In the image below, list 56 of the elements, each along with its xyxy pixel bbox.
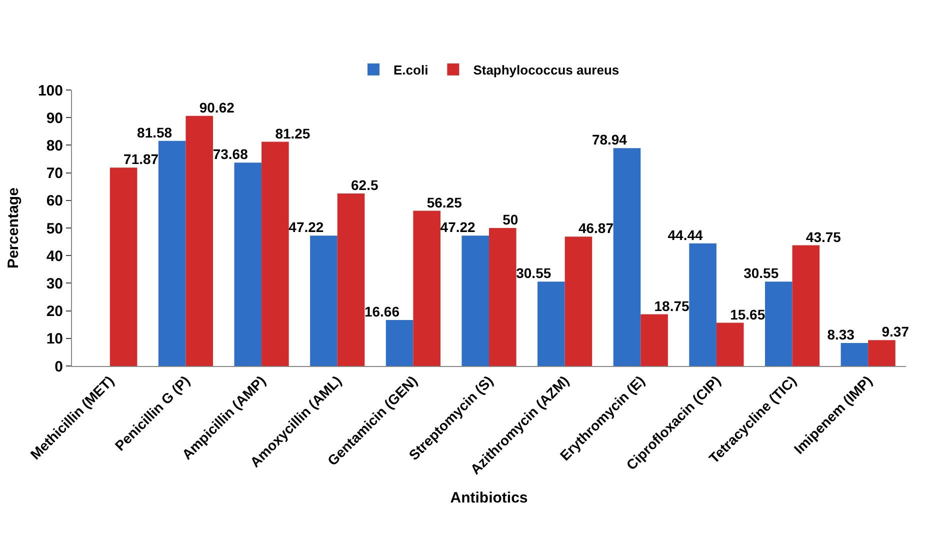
legend-label: Staphylococcus aureus (473, 62, 620, 78)
data-label: 71.87 (124, 151, 159, 168)
bar (234, 162, 262, 366)
data-label: 81.25 (275, 125, 310, 142)
data-label: 30.55 (744, 265, 779, 282)
data-label: 46.87 (578, 220, 614, 236)
y-tick-label: 20 (46, 303, 63, 320)
data-label: 81.58 (137, 124, 172, 140)
bar (613, 148, 641, 366)
y-tick-label: 100 (38, 82, 63, 100)
data-label: 47.22 (440, 219, 476, 236)
bar (110, 168, 138, 366)
x-axis-title: Antibiotics (450, 489, 528, 506)
bar (262, 142, 289, 366)
data-label: 9.37 (882, 324, 910, 340)
y-tick-label: 60 (46, 192, 63, 210)
y-axis-title: Percentage (5, 188, 22, 268)
bar (462, 236, 489, 366)
legend-label: E.coli (394, 62, 428, 78)
bar (413, 210, 440, 366)
data-label: 44.44 (668, 226, 704, 243)
y-tick-label: 70 (46, 165, 63, 182)
bar (489, 228, 516, 366)
data-label: 56.25 (426, 194, 462, 210)
data-label: 15.65 (730, 306, 766, 322)
data-label: 90.62 (199, 99, 235, 116)
bar (640, 314, 668, 366)
bar (564, 236, 592, 366)
data-label: 73.68 (212, 146, 248, 162)
y-tick-label: 80 (46, 137, 63, 154)
data-label: 50 (502, 212, 518, 228)
data-label: 30.55 (516, 265, 552, 282)
bar (840, 343, 868, 366)
y-tick-label: 0 (54, 358, 63, 376)
bar (792, 245, 820, 366)
bar (716, 322, 744, 366)
bar (538, 282, 565, 366)
y-tick-label: 90 (46, 110, 63, 127)
data-label: 18.75 (654, 298, 690, 314)
data-label: 62.5 (351, 177, 378, 193)
bar (764, 282, 792, 366)
y-tick-label: 30 (46, 275, 63, 292)
data-label: 78.94 (592, 132, 628, 148)
data-label: 43.75 (806, 228, 842, 245)
bar (158, 140, 186, 366)
bar (689, 243, 716, 366)
data-label: 16.66 (364, 304, 400, 320)
bar (337, 194, 365, 366)
y-tick-label: 10 (46, 330, 63, 348)
bar (868, 340, 896, 366)
bar (386, 320, 414, 366)
bar (310, 236, 338, 366)
y-tick-label: 40 (46, 248, 63, 265)
data-label: 8.33 (827, 326, 855, 343)
y-tick-label: 50 (46, 220, 63, 238)
bar (186, 116, 214, 366)
